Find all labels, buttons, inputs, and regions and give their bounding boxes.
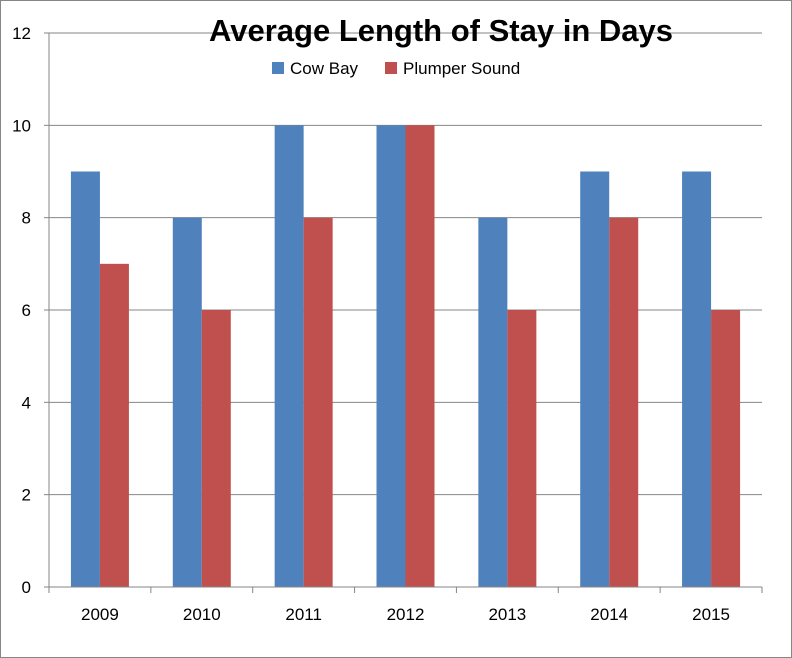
y-tick-label: 2 bbox=[22, 486, 31, 505]
y-tick-label: 6 bbox=[22, 301, 31, 320]
y-tick-labels: 0 2 4 6 8 10 12 bbox=[12, 24, 31, 597]
x-tick-label: 2009 bbox=[81, 605, 119, 624]
bar-plumper-sound-2014 bbox=[609, 217, 639, 587]
bar-plumper-sound-2012 bbox=[405, 125, 435, 587]
bar-cow-bay-2012 bbox=[376, 125, 406, 587]
legend-label-cow-bay: Cow Bay bbox=[290, 59, 359, 78]
legend-label-plumper-sound: Plumper Sound bbox=[403, 59, 520, 78]
x-tick-label: 2015 bbox=[692, 605, 730, 624]
y-tick-label: 8 bbox=[22, 209, 31, 228]
chart-title: Average Length of Stay in Days bbox=[209, 13, 673, 48]
y-tick-label: 12 bbox=[12, 24, 31, 43]
bar-plumper-sound-2013 bbox=[507, 310, 537, 587]
y-tick-label: 0 bbox=[22, 578, 31, 597]
y-tick-label: 4 bbox=[22, 393, 31, 412]
bar-cow-bay-2011 bbox=[274, 125, 304, 587]
x-tick-label: 2011 bbox=[285, 605, 322, 624]
bar-plumper-sound-2011 bbox=[303, 217, 333, 587]
axes bbox=[44, 32, 763, 593]
legend-swatch-cow-bay bbox=[272, 62, 284, 74]
y-tick-label: 10 bbox=[12, 116, 31, 135]
x-tick-label: 2012 bbox=[387, 605, 425, 624]
bar-cow-bay-2013 bbox=[478, 217, 508, 587]
bar-cow-bay-2014 bbox=[580, 171, 610, 587]
x-tick-labels: 2009 2010 2011 2012 2013 2014 2015 bbox=[81, 605, 730, 624]
x-tick-label: 2013 bbox=[488, 605, 526, 624]
bar-plumper-sound-2015 bbox=[711, 310, 741, 587]
x-tick-label: 2014 bbox=[590, 605, 628, 624]
bar-cow-bay-2009 bbox=[70, 171, 100, 587]
bar-cow-bay-2010 bbox=[172, 217, 202, 587]
bar-cow-bay-2015 bbox=[682, 171, 712, 587]
bar-plumper-sound-2009 bbox=[99, 263, 129, 587]
bar-plumper-sound-2010 bbox=[201, 310, 231, 587]
legend: Cow Bay Plumper Sound bbox=[272, 59, 520, 78]
bars bbox=[70, 125, 741, 587]
x-tick-label: 2010 bbox=[183, 605, 221, 624]
legend-swatch-plumper-sound bbox=[385, 62, 397, 74]
